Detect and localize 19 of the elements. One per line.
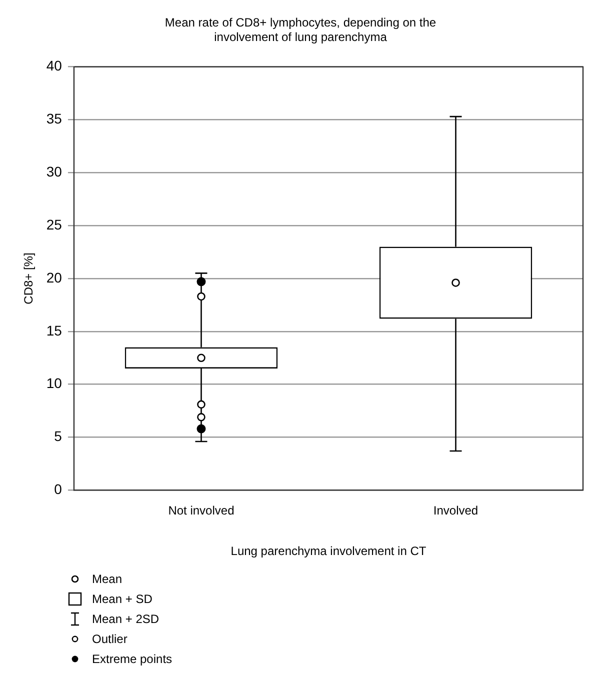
y-tick-label: 20 <box>46 269 62 286</box>
y-tick-label: 35 <box>46 110 62 127</box>
y-axis-title: CD8+ [%] <box>22 252 36 304</box>
text: Mean + SD <box>92 592 152 606</box>
y-tick-label: 0 <box>54 481 62 498</box>
y-tick-label: 10 <box>46 375 62 392</box>
y-tick-label: 5 <box>54 428 62 444</box>
y-tick-label: 25 <box>46 216 62 232</box>
y-tick-label: 40 <box>46 58 62 74</box>
x-tick-label: Involved <box>433 504 478 518</box>
y-tick-label: 15 <box>46 322 62 338</box>
x-tick-label: Not involved <box>168 504 234 518</box>
x-axis-title: Lung parenchyma involvement in CT <box>230 544 427 558</box>
text: Mean <box>92 572 122 586</box>
legend-label: Extreme points <box>92 652 172 666</box>
text: Outlier <box>92 632 128 646</box>
chart-title: Mean rate of CD8+ lymphocytes, depending on the involvement of lung parenchyma <box>164 16 436 44</box>
text: Mean + 2SD <box>92 612 160 626</box>
y-tick-label: 30 <box>46 164 62 180</box>
